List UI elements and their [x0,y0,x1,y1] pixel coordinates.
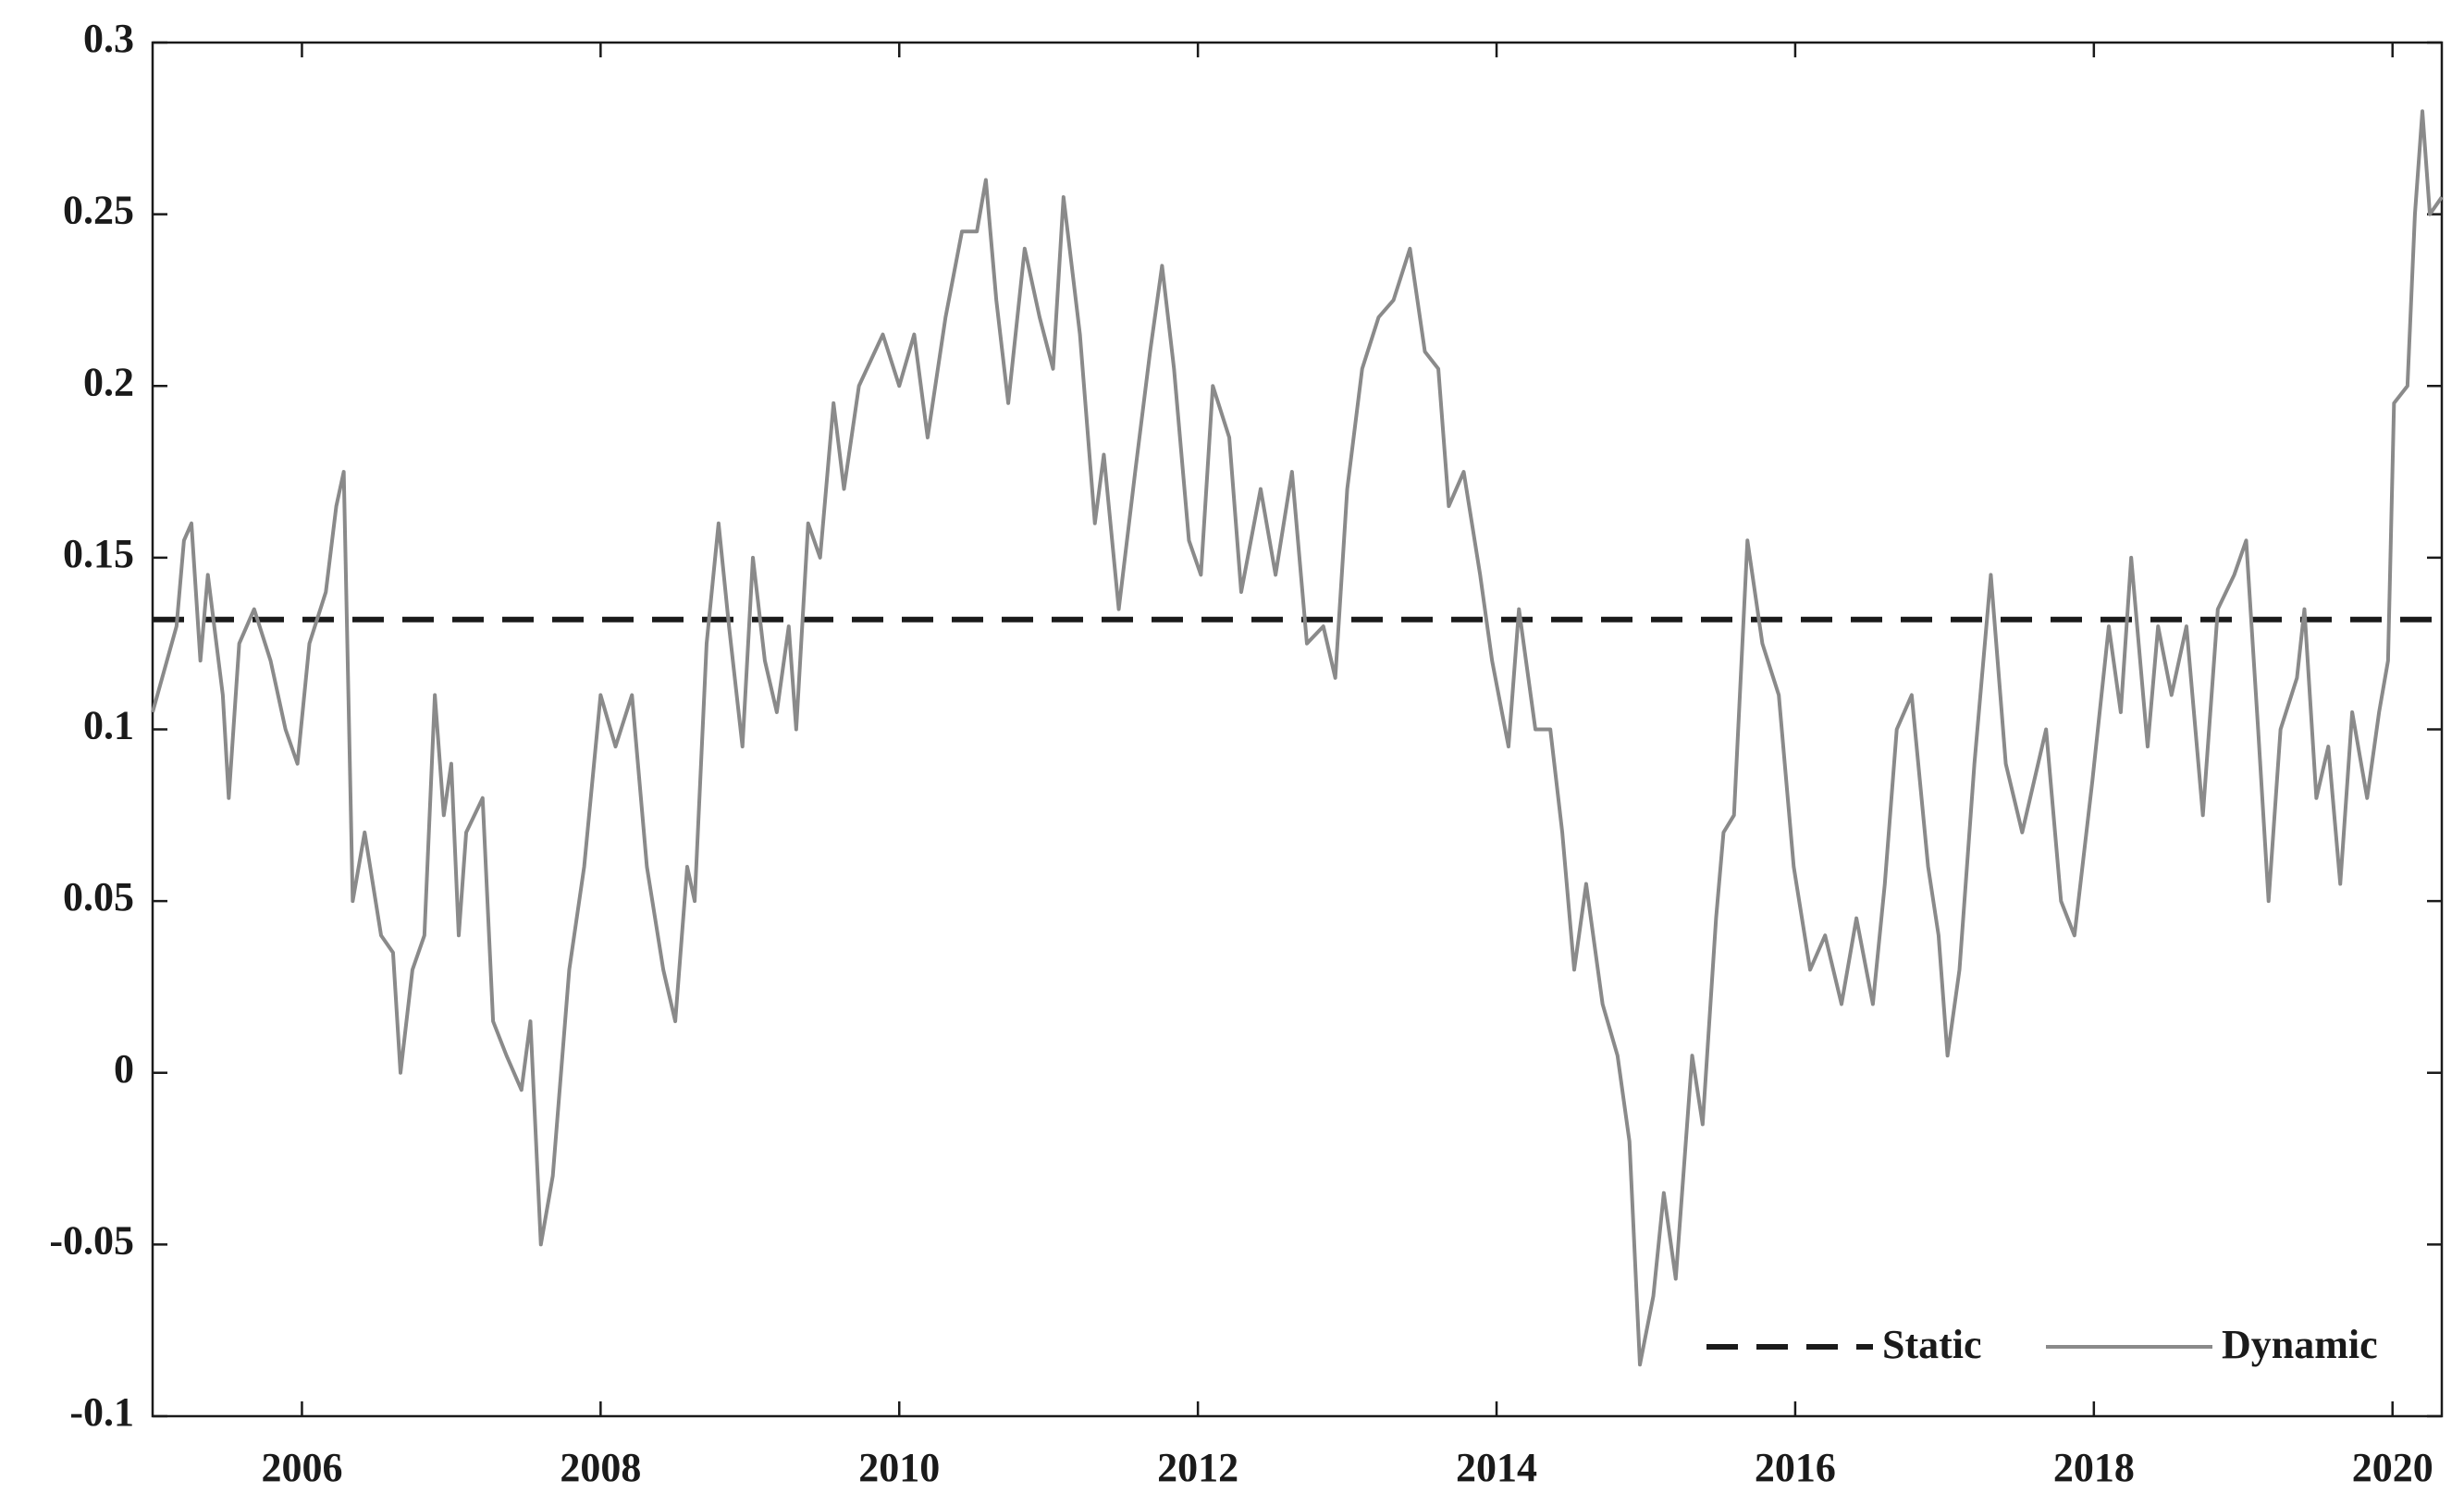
y-tick-label: -0.05 [49,1217,134,1263]
series-line [151,109,2444,1367]
y-tick-label: -0.1 [69,1389,134,1435]
x-tick-label: 2006 [261,1445,342,1490]
legend-label: Dynamic [2222,1322,2378,1367]
x-tick-label: 2008 [560,1445,641,1490]
y-tick-label: 0.25 [63,188,134,233]
x-tick-label: 2012 [1157,1445,1238,1490]
x-tick-label: 2020 [2352,1445,2433,1490]
y-tick-label: 0.3 [83,16,134,61]
y-tick-label: 0.1 [83,703,134,748]
x-tick-label: 2014 [1456,1445,1537,1490]
y-tick-label: 0.2 [83,359,134,404]
y-tick-label: 0.15 [63,531,134,576]
x-tick-label: 2016 [1755,1445,1836,1490]
x-tick-label: 2010 [858,1445,940,1490]
y-tick-label: 0.05 [63,874,134,919]
y-tick-label: 0 [114,1046,134,1092]
legend-label: Static [1882,1322,1982,1367]
x-tick-label: 2018 [2053,1445,2135,1490]
